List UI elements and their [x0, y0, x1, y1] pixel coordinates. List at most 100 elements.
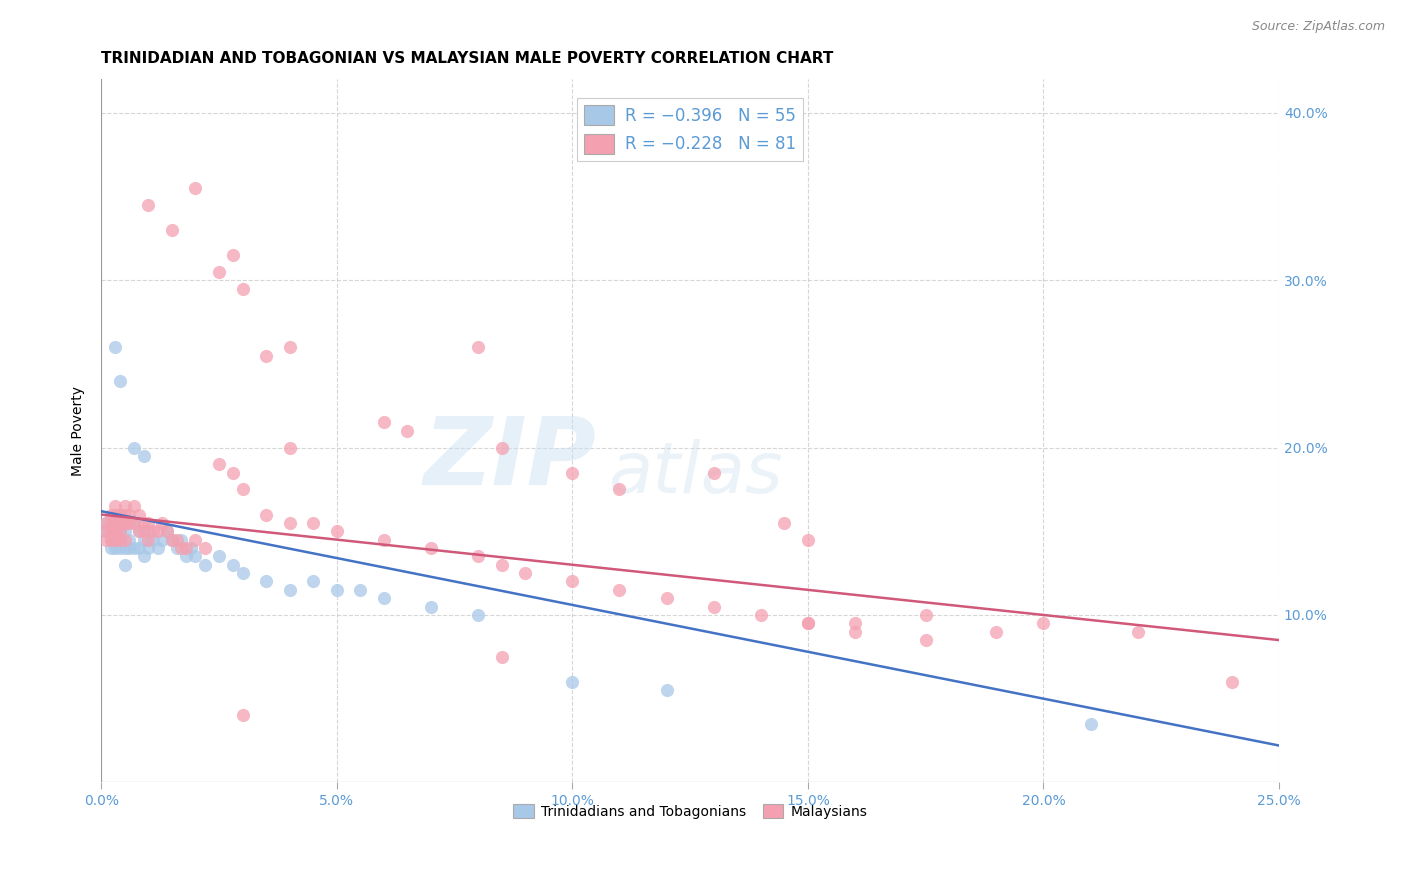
Point [94, 533, 117, 547]
Point [278, 516, 301, 530]
Point [132, 524, 155, 539]
Point [136, 524, 159, 539]
Point [146, 541, 169, 555]
Point [108, 541, 131, 555]
Point [609, 582, 631, 597]
Text: Source: ZipAtlas.com: Source: ZipAtlas.com [1251, 20, 1385, 33]
Point [222, 466, 245, 480]
Point [108, 374, 131, 388]
Point [104, 533, 127, 547]
Point [132, 516, 155, 530]
Point [146, 524, 169, 539]
Point [118, 541, 141, 555]
Point [114, 541, 136, 555]
Point [122, 516, 145, 530]
Point [208, 265, 231, 279]
Text: TRINIDADIAN AND TOBAGONIAN VS MALAYSIAN MALE POVERTY CORRELATION CHART: TRINIDADIAN AND TOBAGONIAN VS MALAYSIAN … [101, 51, 834, 66]
Point [914, 633, 936, 648]
Point [373, 416, 395, 430]
Point [166, 541, 188, 555]
Point [396, 424, 419, 438]
Point [108, 524, 131, 539]
Point [222, 248, 245, 262]
Point [467, 549, 489, 564]
Point [100, 508, 122, 522]
Point [114, 533, 136, 547]
Point [100, 541, 122, 555]
Point [122, 441, 145, 455]
Point [114, 516, 136, 530]
Point [174, 541, 197, 555]
Point [222, 558, 245, 572]
Point [114, 516, 136, 530]
Point [1032, 616, 1054, 631]
Point [655, 591, 678, 606]
Point [156, 524, 179, 539]
Point [142, 533, 165, 547]
Point [104, 340, 127, 354]
Point [467, 340, 489, 354]
Point [166, 533, 188, 547]
Point [914, 607, 936, 622]
Point [128, 508, 150, 522]
Point [128, 524, 150, 539]
Point [122, 541, 145, 555]
Point [420, 599, 443, 614]
Point [160, 223, 183, 237]
Point [128, 541, 150, 555]
Point [184, 533, 207, 547]
Point [184, 549, 207, 564]
Point [208, 458, 231, 472]
Point [561, 574, 583, 589]
Point [94, 516, 117, 530]
Point [749, 607, 772, 622]
Point [136, 541, 159, 555]
Point [797, 616, 820, 631]
Point [232, 566, 254, 581]
Point [108, 533, 131, 547]
Point [232, 483, 254, 497]
Point [491, 649, 513, 664]
Point [100, 533, 122, 547]
Point [170, 533, 193, 547]
Point [136, 516, 159, 530]
Point [108, 533, 131, 547]
Point [844, 624, 866, 639]
Point [104, 499, 127, 513]
Point [132, 533, 155, 547]
Point [655, 683, 678, 698]
Text: atlas: atlas [607, 439, 782, 508]
Point [104, 508, 127, 522]
Point [254, 574, 277, 589]
Point [108, 508, 131, 522]
Point [232, 708, 254, 723]
Point [561, 466, 583, 480]
Point [118, 533, 141, 547]
Point [136, 198, 159, 212]
Point [114, 524, 136, 539]
Point [174, 549, 197, 564]
Point [797, 533, 820, 547]
Point [254, 508, 277, 522]
Point [420, 541, 443, 555]
Point [114, 499, 136, 513]
Point [208, 549, 231, 564]
Point [152, 516, 174, 530]
Point [232, 282, 254, 296]
Point [797, 616, 820, 631]
Point [136, 533, 159, 547]
Point [128, 524, 150, 539]
Point [1126, 624, 1149, 639]
Point [491, 441, 513, 455]
Point [703, 599, 725, 614]
Text: ZIP: ZIP [423, 413, 596, 505]
Point [349, 582, 371, 597]
Point [108, 516, 131, 530]
Point [104, 524, 127, 539]
Point [1220, 674, 1243, 689]
Point [1080, 716, 1102, 731]
Point [156, 524, 179, 539]
Point [184, 181, 207, 195]
Point [104, 524, 127, 539]
Point [278, 441, 301, 455]
